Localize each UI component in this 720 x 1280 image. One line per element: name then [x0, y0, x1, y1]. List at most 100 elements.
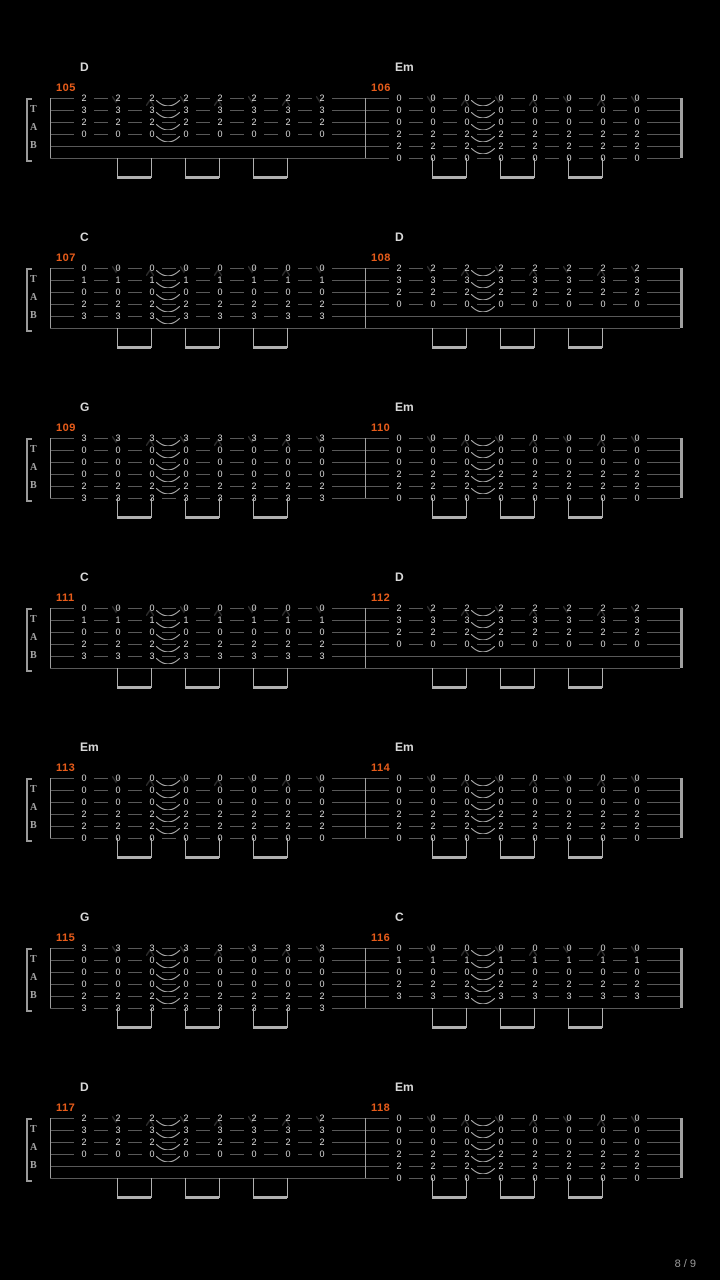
strum-mark	[563, 1116, 571, 1172]
beam	[568, 176, 602, 179]
barline	[680, 268, 683, 328]
strum-mark	[461, 436, 469, 492]
beat-column: 000220	[389, 1118, 409, 1178]
strum-mark	[529, 946, 537, 1002]
note-stem	[287, 498, 288, 518]
fret-number: 2	[74, 1138, 94, 1146]
fret-number: 0	[559, 494, 579, 502]
note-stem	[185, 668, 186, 688]
fret-number: 1	[74, 616, 94, 624]
fret-number: 0	[389, 1126, 409, 1134]
note-stem	[432, 498, 433, 518]
beat-column: 000220	[74, 778, 94, 838]
measure-number: 117	[56, 1102, 75, 1114]
beam	[568, 516, 602, 519]
tie-arc	[471, 622, 495, 630]
beat-column: 01023	[74, 608, 94, 668]
tab-row: TABG115300023300023300023300023300023300…	[50, 910, 680, 1070]
tie-arc	[156, 476, 180, 484]
beat-column: 2320	[389, 268, 409, 328]
strum-mark	[248, 266, 256, 322]
measure-number: 116	[371, 932, 390, 944]
beat-column: 000220	[389, 438, 409, 498]
note-stem	[219, 838, 220, 858]
measure-number: 105	[56, 82, 76, 94]
fret-number: 0	[389, 774, 409, 782]
measure-number: 108	[371, 252, 391, 264]
tie-arc	[471, 148, 495, 156]
barline	[50, 98, 51, 158]
beam	[253, 346, 287, 349]
beam	[185, 1196, 219, 1199]
tie-arc	[156, 1132, 180, 1140]
note-stem	[534, 1178, 535, 1198]
note-stem	[500, 1008, 501, 1028]
strum-mark	[146, 606, 154, 662]
fret-number: 2	[74, 640, 94, 648]
tie-arc	[471, 282, 495, 290]
tab-row: TABD10523202320232023202320232023202320E…	[50, 60, 680, 220]
strum-mark	[461, 776, 469, 832]
barline	[50, 948, 51, 1008]
tie-arc	[471, 792, 495, 800]
fret-number: 0	[593, 154, 613, 162]
tie-arc	[156, 270, 180, 278]
note-stem	[287, 838, 288, 858]
strum-mark	[248, 946, 256, 1002]
fret-number: 3	[244, 1004, 264, 1012]
fret-number: 3	[108, 494, 128, 502]
tie-arc	[156, 452, 180, 460]
tie-arc	[156, 1144, 180, 1152]
tie-arc	[156, 986, 180, 994]
tie-arc	[471, 986, 495, 994]
barline	[50, 268, 51, 328]
note-stem	[466, 668, 467, 688]
beam	[185, 346, 219, 349]
beat-column: 01023	[389, 948, 409, 1008]
fret-number: 0	[74, 980, 94, 988]
measure-number: 115	[56, 932, 75, 944]
fret-number: 0	[389, 1174, 409, 1182]
note-stem	[253, 158, 254, 178]
fret-number: 0	[74, 288, 94, 296]
tie-arc	[471, 816, 495, 824]
strum-mark	[631, 436, 639, 492]
note-stem	[602, 328, 603, 348]
tie-arc	[471, 488, 495, 496]
strum-mark	[427, 1116, 435, 1172]
strum-mark	[112, 436, 120, 492]
note-stem	[151, 158, 152, 178]
tie-arc	[471, 136, 495, 144]
beam	[185, 686, 219, 689]
barline	[680, 438, 683, 498]
note-stem	[534, 668, 535, 688]
tie-arc	[471, 1120, 495, 1128]
barline	[365, 948, 366, 1008]
strum-mark	[495, 266, 503, 322]
strum-mark	[631, 1116, 639, 1172]
fret-number: 0	[593, 494, 613, 502]
note-stem	[432, 158, 433, 178]
fret-number: 1	[389, 956, 409, 964]
note-stem	[466, 158, 467, 178]
strum-mark	[316, 266, 324, 322]
beam	[500, 1196, 534, 1199]
beam	[185, 1026, 219, 1029]
strum-mark	[631, 776, 639, 832]
strum-mark	[495, 1116, 503, 1172]
strum-mark	[146, 436, 154, 492]
tab-row: TABC107010230102301023010230102301023010…	[50, 230, 680, 390]
fret-number: 3	[74, 944, 94, 952]
barline	[680, 1118, 683, 1178]
strum-mark	[112, 776, 120, 832]
tab-clef: TAB	[30, 608, 44, 668]
strum-mark	[495, 946, 503, 1002]
strum-mark	[248, 1116, 256, 1172]
beam	[500, 516, 534, 519]
note-stem	[466, 1008, 467, 1028]
measure-number: 118	[371, 1102, 390, 1114]
note-stem	[117, 158, 118, 178]
tab-row: TABEm11300022000022000022000022000022000…	[50, 740, 680, 900]
fret-number: 0	[389, 154, 409, 162]
measure-number: 106	[371, 82, 391, 94]
